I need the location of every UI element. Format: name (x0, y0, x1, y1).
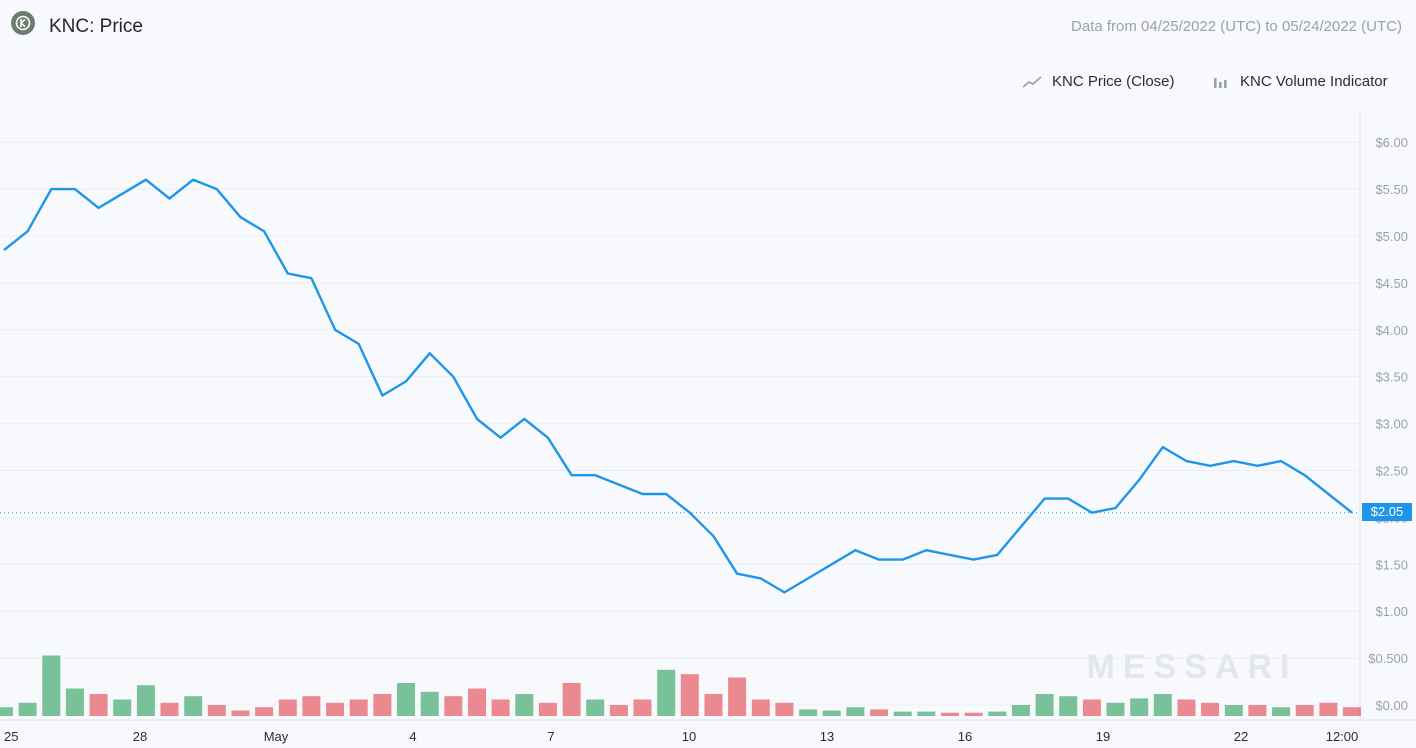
volume-bar (917, 711, 936, 716)
volume-bar (65, 688, 84, 716)
volume-bar (255, 707, 274, 716)
volume-bar (231, 710, 250, 716)
volume-bar (1224, 705, 1243, 716)
volume-bar (1130, 698, 1149, 716)
bar-chart-icon (1214, 77, 1227, 88)
volume-bar (18, 702, 37, 716)
y-tick-label: $1.50 (1375, 557, 1408, 572)
volume-bar (1177, 699, 1196, 716)
volume-bar (1082, 699, 1101, 716)
y-tick-label: $0.500 (1368, 651, 1408, 666)
current-price-tag: $2.05 (1362, 503, 1412, 521)
volume-bar (633, 699, 652, 716)
volume-bar (870, 709, 888, 716)
volume-bar (1295, 705, 1314, 716)
volume-bar (893, 711, 912, 716)
y-tick-label: $0.00 (1375, 698, 1408, 713)
x-tick-label: 28 (133, 729, 147, 744)
x-tick-label: 22 (1234, 729, 1248, 744)
y-tick-label: $5.00 (1375, 229, 1408, 244)
volume-bar (538, 702, 557, 716)
x-tick-label: 16 (958, 729, 972, 744)
volume-bar (42, 655, 61, 716)
volume-bar (609, 705, 628, 716)
price-series-line (3, 178, 1353, 594)
x-tick-label: 12:00 (1326, 729, 1359, 744)
volume-bar (1035, 694, 1054, 716)
volume-bar (1248, 705, 1267, 716)
volume-bar (515, 694, 534, 716)
volume-bar (1011, 705, 1030, 716)
volume-bar (184, 696, 203, 716)
volume-bar (1319, 702, 1338, 716)
y-tick-label: $2.50 (1375, 464, 1408, 479)
volume-bar (136, 685, 155, 716)
legend-item-volume[interactable]: KNC Volume Indicator (1212, 73, 1388, 90)
volume-bar (799, 709, 818, 716)
volume-bar (0, 707, 13, 716)
volume-bar (207, 705, 226, 716)
volume-bar (586, 699, 605, 716)
volume-bar (278, 699, 297, 716)
chart-title: KNC: Price (49, 16, 143, 37)
volume-bar (468, 688, 486, 716)
legend-item-price[interactable]: KNC Price (Close) (1022, 73, 1175, 90)
legend-price-label: KNC Price (Close) (1052, 73, 1175, 90)
x-tick-label: 7 (547, 729, 554, 744)
x-tick-label: 4 (409, 729, 416, 744)
volume-bar (988, 711, 1007, 716)
y-tick-label: $3.00 (1375, 417, 1408, 432)
volume-bar (1106, 702, 1125, 716)
legend-volume-label: KNC Volume Indicator (1240, 73, 1388, 90)
y-tick-label: $1.00 (1375, 604, 1408, 619)
volume-bar (822, 710, 841, 716)
volume-bar (941, 712, 959, 716)
volume-bar (1272, 707, 1291, 716)
volume-bar (657, 669, 676, 716)
y-tick-label: $6.00 (1375, 135, 1408, 150)
volume-bar (397, 683, 415, 716)
volume-bar (420, 691, 439, 716)
volume-bar (113, 699, 132, 716)
volume-bar (846, 707, 865, 716)
volume-bar (349, 699, 368, 716)
y-tick-label: $4.00 (1375, 323, 1408, 338)
volume-bar (160, 702, 179, 716)
volume-bar (728, 677, 747, 716)
x-tick-label: May (264, 729, 289, 744)
volume-bar (751, 699, 770, 716)
volume-bar (1153, 694, 1172, 716)
line-chart-icon (1022, 75, 1042, 88)
volume-bar (562, 683, 581, 716)
volume-bar (302, 696, 321, 716)
volume-bar (89, 694, 108, 716)
volume-bar (964, 712, 983, 716)
knc-logo-icon (11, 11, 35, 35)
x-tick-label: 25 (4, 729, 18, 744)
volume-bar (373, 694, 392, 716)
volume-bar (491, 699, 510, 716)
x-tick-label: 10 (682, 729, 696, 744)
volume-bar (1343, 707, 1361, 716)
volume-bar (775, 702, 794, 716)
volume-bar (1201, 702, 1220, 716)
volume-bar (680, 674, 699, 716)
x-tick-label: 13 (820, 729, 834, 744)
y-tick-label: $4.50 (1375, 276, 1408, 291)
volume-bar (704, 694, 723, 716)
y-tick-label: $5.50 (1375, 182, 1408, 197)
volume-bar (444, 696, 463, 716)
messari-watermark: MESSARI (1087, 648, 1298, 686)
x-tick-label: 19 (1096, 729, 1110, 744)
volume-bar (326, 702, 345, 716)
volume-bar (1059, 696, 1078, 716)
date-range-label: Data from 04/25/2022 (UTC) to 05/24/2022… (1071, 18, 1402, 35)
y-tick-label: $3.50 (1375, 370, 1408, 385)
